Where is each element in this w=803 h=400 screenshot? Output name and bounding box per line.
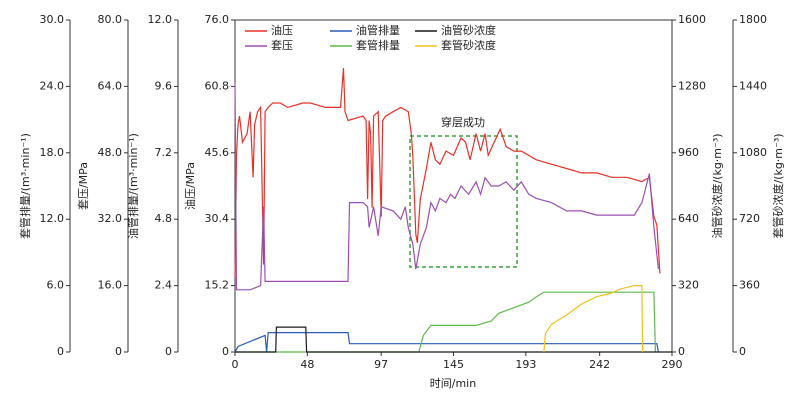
y-tick-label: 30.4 xyxy=(205,212,230,225)
y-tick-label: 960 xyxy=(678,146,699,159)
series-line xyxy=(543,285,644,353)
legend-label: 油管排量 xyxy=(356,23,400,37)
y-tick-label: 30.0 xyxy=(40,13,65,26)
plot-frame xyxy=(234,19,673,353)
y-tick-label: 48.0 xyxy=(98,146,123,159)
y-tick-label: 18.0 xyxy=(40,146,65,159)
x-tick-label: 97 xyxy=(374,358,388,371)
y-tick-label: 80.0 xyxy=(98,13,123,26)
y-tick-label: 0 xyxy=(57,345,64,358)
legend-label: 油压 xyxy=(271,23,293,37)
legend-label: 油管砂浓度 xyxy=(441,23,496,37)
y-tick-label: 16.0 xyxy=(98,279,123,292)
y-tick-label: 4.8 xyxy=(155,212,173,225)
y-tick-label: 360 xyxy=(739,279,760,292)
y-axis-label: 套管排量/(m³·min⁻¹) xyxy=(18,133,32,239)
y-tick-label: 1440 xyxy=(739,79,767,92)
highlight-box xyxy=(409,135,518,268)
y-tick-label: 60.8 xyxy=(205,79,230,92)
x-tick-label: 290 xyxy=(662,358,683,371)
annotation: 穿层成功 xyxy=(441,115,485,129)
y-tick-label: 720 xyxy=(739,212,760,225)
y-tick-label: 24.0 xyxy=(40,79,65,92)
series-line xyxy=(234,82,659,291)
legend-label: 套压 xyxy=(271,39,293,52)
y-axis-label: 套压/MPa xyxy=(77,162,90,210)
y-tick-label: 0 xyxy=(678,345,685,358)
y-tick-label: 0 xyxy=(165,345,172,358)
y-axis-label: 套管砂浓度/(kg·m⁻³) xyxy=(771,133,785,238)
y-axis-label: 油管砂浓度/(kg·m⁻³) xyxy=(710,133,724,238)
y-tick-label: 64.0 xyxy=(98,79,123,92)
x-tick-label: 242 xyxy=(589,358,610,371)
y-axis-label: 油压/MPa xyxy=(183,162,197,210)
y-tick-label: 0 xyxy=(115,345,122,358)
y-tick-label: 320 xyxy=(678,279,699,292)
series-line xyxy=(234,332,659,353)
y-tick-label: 1080 xyxy=(739,146,767,159)
y-tick-label: 2.4 xyxy=(155,279,173,292)
y-tick-label: 32.0 xyxy=(98,212,123,225)
y-tick-label: 6.0 xyxy=(47,279,65,292)
x-axis-label: 时间/min xyxy=(430,377,476,390)
y-tick-label: 76.0 xyxy=(205,13,230,26)
y-tick-label: 12.0 xyxy=(148,13,173,26)
y-tick-label: 1600 xyxy=(678,13,706,26)
y-tick-label: 7.2 xyxy=(155,146,173,159)
y-tick-label: 9.6 xyxy=(155,79,173,92)
series-line xyxy=(235,326,672,353)
y-tick-label: 1800 xyxy=(739,13,767,26)
x-tick-label: 0 xyxy=(232,358,239,371)
legend-label: 套管砂浓度 xyxy=(441,38,496,52)
x-tick-label: 145 xyxy=(443,358,464,371)
y-tick-label: 640 xyxy=(678,212,699,225)
x-tick-label: 193 xyxy=(515,358,536,371)
series-line xyxy=(235,291,656,353)
x-tick-label: 48 xyxy=(300,358,314,371)
y-tick-label: 15.2 xyxy=(205,279,230,292)
y-tick-label: 12.0 xyxy=(40,212,65,225)
y-tick-label: 1280 xyxy=(678,79,706,92)
y-axis-label: 油管排量/(m³·min⁻¹) xyxy=(126,133,140,239)
series-line xyxy=(234,68,661,278)
y-tick-label: 0 xyxy=(222,345,229,358)
legend-label: 套管排量 xyxy=(356,38,400,52)
y-tick-label: 45.6 xyxy=(205,146,230,159)
y-tick-label: 0 xyxy=(739,345,746,358)
